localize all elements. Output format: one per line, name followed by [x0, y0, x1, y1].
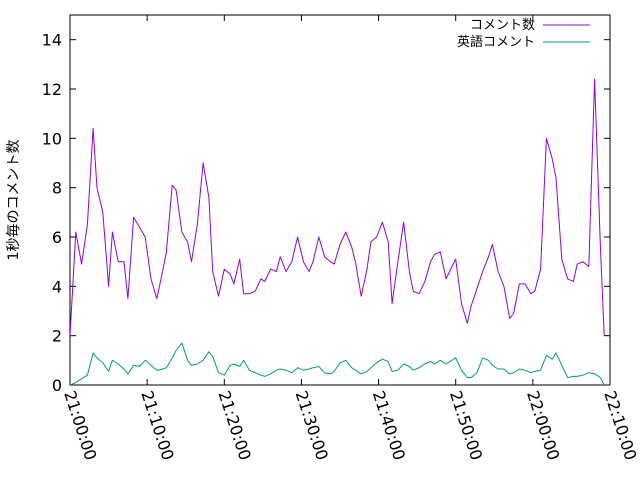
series-line-english-comments: [70, 342, 605, 385]
y-tick-label: 2: [52, 327, 62, 346]
y-tick-label: 14: [42, 31, 62, 50]
y-tick-label: 0: [52, 376, 62, 395]
x-tick-label: 21:00:00: [60, 388, 100, 462]
x-tick-label: 21:50:00: [446, 388, 486, 462]
plot-area: 0 2 4 6 8 10 12 14 21:00:00 21:10:00 21:20:00 21:30…: [42, 14, 640, 463]
y-axis-label-group: 1秒毎のコメント数: [6, 140, 22, 261]
y-tick-label: 6: [52, 228, 62, 247]
y-tick-label: 8: [52, 179, 62, 198]
x-tick-label: 22:00:00: [523, 388, 563, 462]
x-tick-label: 22:10:00: [600, 388, 640, 462]
plot-frame: [69, 14, 611, 386]
x-tick-label: 21:10:00: [137, 388, 177, 462]
x-tick-label: 21:30:00: [292, 388, 332, 462]
x-tick-label: 21:40:00: [369, 388, 409, 462]
series-line-comments: [70, 78, 605, 337]
y-axis-label: 1秒毎のコメント数: [6, 140, 22, 261]
x-tick-label: 21:20:00: [214, 388, 254, 462]
legend-label-comments: コメント数: [470, 18, 535, 33]
y-tick-label: 10: [42, 129, 62, 148]
y-tick-label: 4: [52, 277, 62, 296]
legend: コメント数 英語コメント: [457, 18, 590, 50]
y-tick-label: 12: [42, 80, 62, 99]
legend-label-english-comments: 英語コメント: [457, 34, 535, 50]
